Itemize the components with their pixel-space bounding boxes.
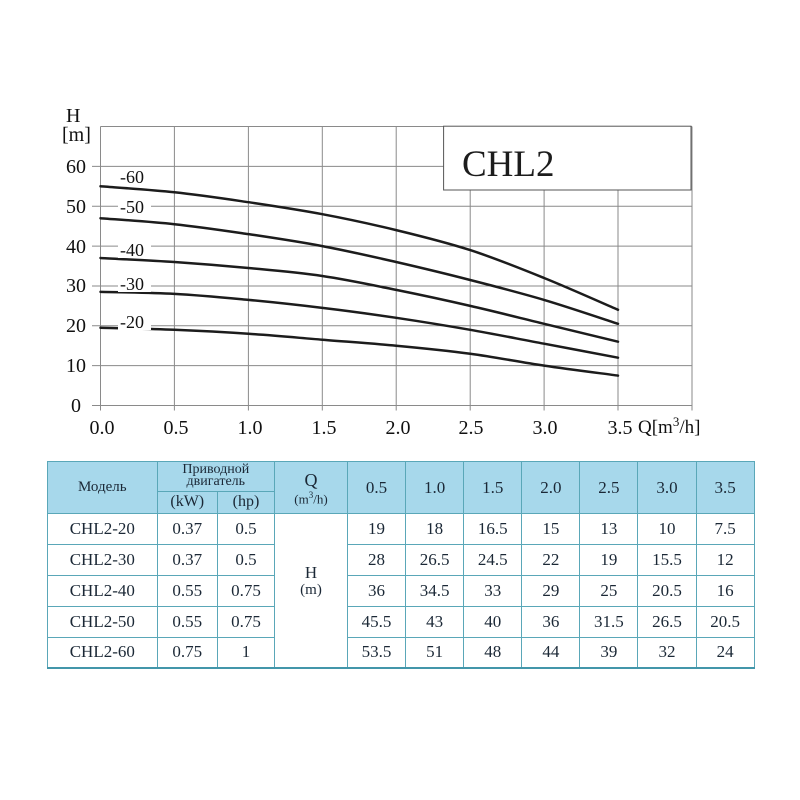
svg-text:-30: -30	[120, 274, 144, 294]
svg-text:20: 20	[66, 315, 86, 337]
svg-text:1.0: 1.0	[238, 417, 263, 439]
svg-text:0: 0	[71, 395, 81, 417]
svg-text:3.0: 3.0	[533, 417, 558, 439]
svg-text:-20: -20	[120, 312, 144, 332]
svg-text:2.0: 2.0	[386, 417, 411, 439]
svg-text:30: 30	[66, 275, 86, 297]
svg-text:0.5: 0.5	[164, 417, 189, 439]
svg-text:0.0: 0.0	[90, 417, 115, 439]
svg-text:50: 50	[66, 196, 86, 218]
svg-text:Q[m3/h]: Q[m3/h]	[638, 414, 700, 438]
svg-text:[m]: [m]	[62, 124, 91, 146]
svg-text:10: 10	[66, 355, 86, 377]
svg-text:-60: -60	[120, 167, 144, 187]
svg-text:-40: -40	[120, 240, 144, 260]
svg-text:CHL2: CHL2	[462, 144, 555, 185]
svg-text:1.5: 1.5	[312, 417, 337, 439]
svg-text:60: 60	[66, 156, 86, 178]
svg-text:3.5: 3.5	[608, 417, 633, 439]
svg-text:2.5: 2.5	[459, 417, 484, 439]
svg-text:40: 40	[66, 236, 86, 258]
svg-text:H: H	[66, 105, 80, 127]
svg-text:-50: -50	[120, 197, 144, 217]
